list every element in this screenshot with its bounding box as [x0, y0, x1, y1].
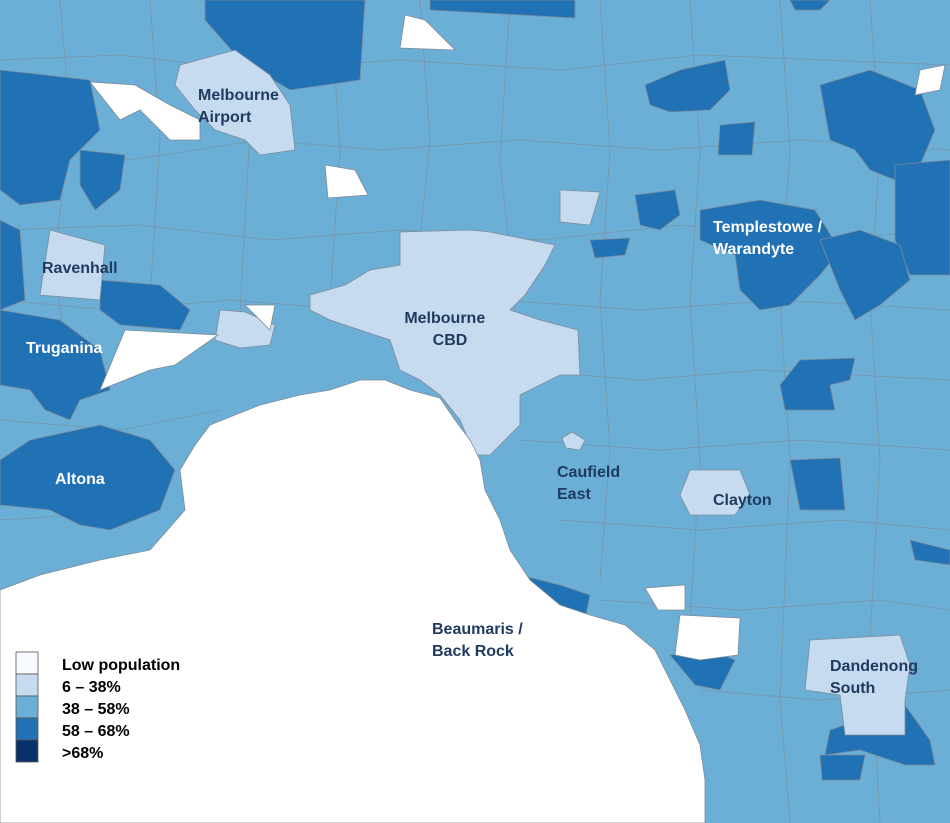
- place-labels: Melbourne Airport Ravenhall Truganina Al…: [26, 87, 922, 697]
- label-beaumaris: Beaumaris / Back Rock: [432, 621, 527, 660]
- legend-swatch-4: [15, 739, 39, 763]
- legend-label-3: 58 – 68%: [62, 723, 130, 740]
- label-melbourne-cbd-line1: Melbourne: [404, 310, 485, 327]
- label-caufield-east: Caufield East: [557, 464, 625, 503]
- label-melbourne-airport: Melbourne Airport: [198, 87, 283, 126]
- label-clayton: Clayton: [713, 492, 772, 509]
- label-truganina: Truganina: [26, 340, 103, 357]
- label-caufield-east-line1: Caufield: [557, 464, 620, 481]
- label-dandenong-south-line2: South: [830, 680, 875, 697]
- legend: Low population 6 – 38% 38 – 58% 58 – 68%…: [15, 651, 180, 763]
- label-ravenhall-line1: Ravenhall: [42, 260, 118, 277]
- label-melbourne-cbd: Melbourne CBD: [404, 310, 489, 349]
- label-caufield-east-line2: East: [557, 486, 591, 503]
- label-melbourne-airport-line2: Airport: [198, 109, 252, 126]
- label-beaumaris-line1: Beaumaris /: [432, 621, 523, 638]
- label-truganina-line1: Truganina: [26, 340, 103, 357]
- legend-swatch-0: [15, 651, 39, 675]
- label-altona-line1: Altona: [55, 471, 105, 488]
- regions-low-population: [89, 14, 946, 661]
- label-altona: Altona: [55, 471, 105, 488]
- label-beaumaris-line2: Back Rock: [432, 643, 514, 660]
- label-dandenong-south: Dandenong South: [830, 658, 922, 697]
- label-templestowe-line2: Warandyte: [713, 241, 794, 258]
- label-melbourne-airport-line1: Melbourne: [198, 87, 279, 104]
- label-clayton-line1: Clayton: [713, 492, 772, 509]
- label-templestowe-line1: Templestowe /: [713, 219, 823, 236]
- port-phillip-bay: [0, 379, 706, 823]
- label-melbourne-cbd-line2: CBD: [433, 332, 468, 349]
- label-ravenhall: Ravenhall: [42, 260, 118, 277]
- legend-label-0: Low population: [62, 657, 180, 674]
- legend-swatch-1: [15, 673, 39, 697]
- legend-label-4: >68%: [62, 745, 103, 762]
- legend-swatch-2: [15, 695, 39, 719]
- legend-label-1: 6 – 38%: [62, 679, 121, 696]
- label-dandenong-south-line1: Dandenong: [830, 658, 918, 675]
- legend-label-2: 38 – 58%: [62, 701, 130, 718]
- label-templestowe: Templestowe / Warandyte: [713, 219, 827, 258]
- legend-swatch-3: [15, 717, 39, 741]
